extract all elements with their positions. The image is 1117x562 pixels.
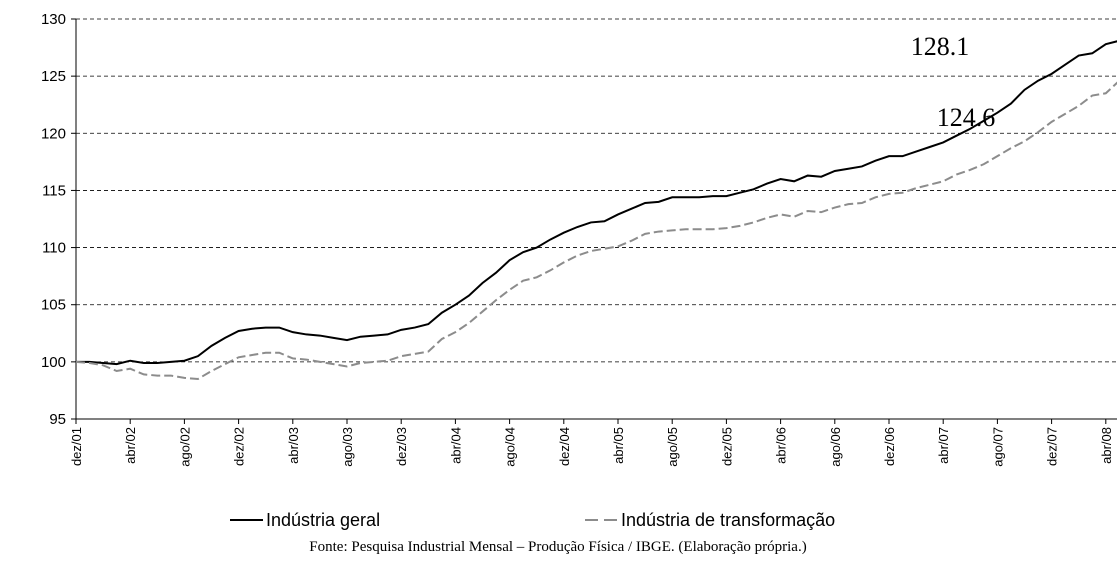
y-tick-label: 125 [41,68,66,85]
x-tick-label: ago/03 [340,427,355,467]
x-tick-label: dez/04 [557,427,572,466]
x-tick-label: ago/02 [177,427,192,467]
x-tick-label: abr/08 [1099,427,1114,464]
x-tick-label: ago/04 [503,427,518,467]
legend-label: Indústria de transformação [621,510,835,530]
x-tick-label: abr/05 [611,427,626,464]
x-tick-label: ago/06 [828,427,843,467]
annotation: 128.1 [911,32,970,61]
y-tick-label: 100 [41,354,66,371]
y-tick-label: 120 [41,125,66,142]
source-note: Fonte: Pesquisa Industrial Mensal – Prod… [309,539,806,555]
x-tick-label: abr/06 [774,427,789,464]
x-tick-label: dez/06 [882,427,897,466]
y-tick-label: 130 [41,11,66,28]
x-tick-label: ago/05 [665,427,680,467]
series-line [75,81,1117,381]
series-line [76,40,1117,366]
x-tick-label: abr/02 [123,427,138,464]
annotation: 124.6 [937,103,996,132]
y-tick-label: 105 [41,297,66,314]
legend-label: Indústria geral [266,510,380,530]
y-tick-label: 115 [42,182,66,199]
x-tick-label: dez/01 [69,427,84,466]
x-tick-label: abr/04 [448,427,463,464]
x-tick-label: dez/05 [719,427,734,466]
y-tick-label: 110 [42,240,66,257]
x-tick-label: abr/07 [936,427,951,464]
x-tick-label: ago/07 [990,427,1005,467]
x-tick-label: dez/02 [232,427,247,466]
x-tick-label: dez/07 [1045,427,1060,466]
x-tick-label: dez/03 [394,427,409,466]
y-tick-label: 95 [49,411,66,428]
x-tick-label: abr/03 [286,427,301,464]
